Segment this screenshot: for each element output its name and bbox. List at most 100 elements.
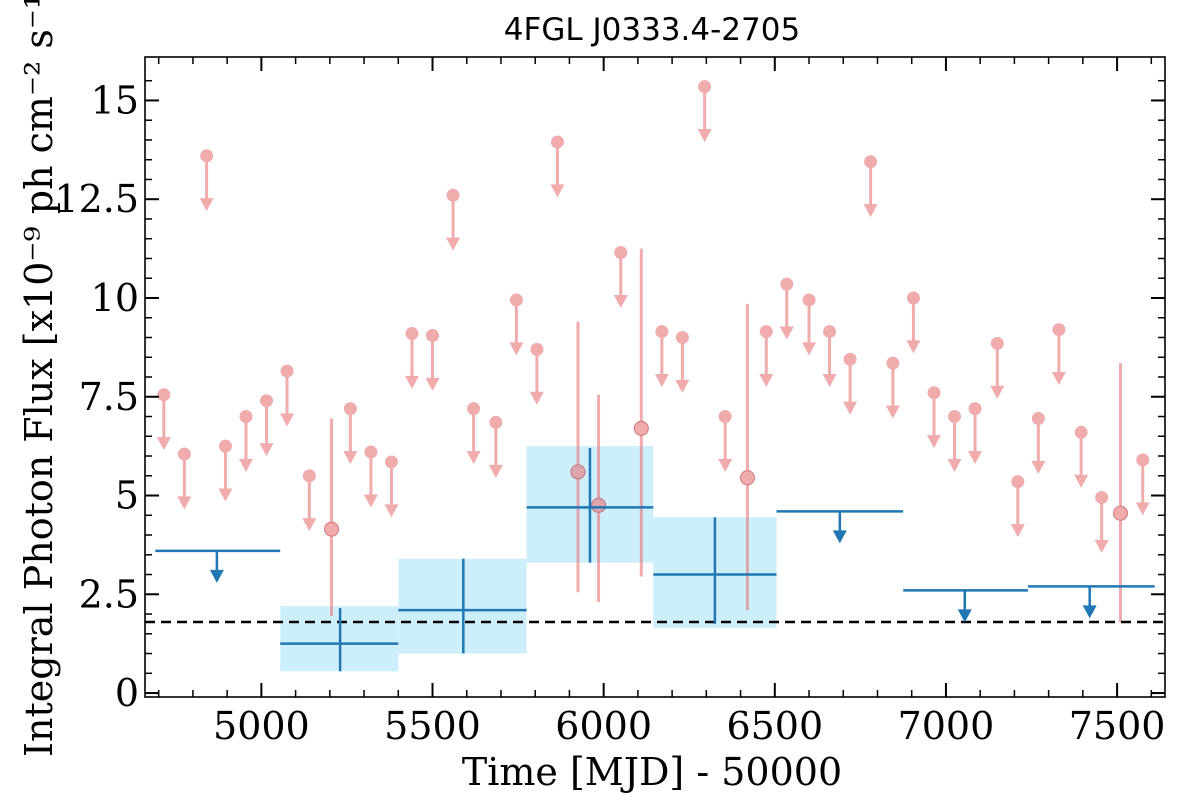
fine-upper-limit	[990, 336, 1005, 399]
x-tick-label: 5000	[213, 704, 310, 748]
fine-upper-limit-marker	[1136, 453, 1150, 467]
fine-upper-limit-arrow	[1031, 460, 1046, 474]
fine-upper-limit-arrow	[218, 488, 233, 502]
fine-upper-limit-arrow	[1010, 524, 1025, 538]
fine-upper-limit	[697, 80, 712, 143]
fine-upper-limit-arrow	[488, 464, 503, 478]
coarse-detection	[526, 448, 654, 563]
fine-upper-limit-arrow	[1074, 474, 1089, 488]
plot-content	[145, 80, 1165, 672]
fine-upper-limit	[654, 325, 669, 387]
fine-upper-limit	[906, 291, 921, 354]
fine-upper-limit-arrow	[1051, 371, 1066, 385]
fine-upper-limit-marker	[823, 325, 837, 339]
fine-upper-limit-marker	[947, 410, 961, 424]
fine-upper-limit-arrow	[863, 204, 878, 218]
coarse-upper-limit-arrow	[832, 530, 847, 544]
fine-upper-limit-marker	[990, 336, 1004, 350]
fine-upper-limit	[718, 410, 733, 472]
fine-upper-limit	[947, 410, 962, 472]
fine-upper-limit-marker	[968, 402, 982, 416]
fine-upper-limit-marker	[426, 329, 440, 343]
fine-upper-limit-marker	[759, 325, 773, 339]
fine-upper-limit	[488, 415, 503, 478]
coarse-upper-limit	[776, 510, 904, 544]
fine-upper-limit-arrow	[550, 184, 565, 198]
fine-upper-limit	[238, 410, 253, 472]
fine-upper-limit	[550, 135, 565, 198]
fine-upper-limit-arrow	[280, 413, 295, 427]
fine-upper-limit-marker	[1031, 411, 1045, 425]
fine-upper-limit-marker	[302, 469, 316, 483]
fine-upper-limit	[822, 325, 837, 387]
fine-upper-limit-arrow	[675, 379, 690, 393]
fine-upper-limit	[968, 402, 983, 464]
fine-upper-limit-arrow	[947, 458, 962, 472]
coarse-upper-limit-arrow	[957, 609, 972, 623]
fine-upper-limit-marker	[864, 155, 878, 169]
fine-upper-limit-marker	[906, 291, 920, 305]
x-tick-label: 6500	[726, 704, 823, 748]
fine-upper-limit-arrow	[529, 391, 544, 405]
fine-upper-limit-arrow	[238, 458, 253, 472]
fine-upper-limit	[1010, 475, 1025, 538]
fine-upper-limit-arrow	[779, 326, 794, 340]
fine-upper-limit	[199, 149, 214, 212]
fine-upper-limit-marker	[467, 402, 481, 416]
fine-upper-limit-arrow	[1135, 502, 1150, 516]
fine-upper-limit-arrow	[926, 435, 941, 449]
fine-upper-limit	[363, 445, 378, 508]
x-tick-label: 6000	[555, 704, 652, 748]
fine-upper-limit-marker	[1095, 490, 1109, 504]
fine-upper-limit-arrow	[697, 129, 712, 143]
x-axis-label: Time [MJD] - 50000	[462, 750, 842, 794]
fine-detection-marker	[633, 420, 649, 436]
fine-upper-limit	[613, 246, 628, 308]
coarse-detection	[280, 608, 399, 672]
fine-upper-limit	[343, 402, 358, 464]
fine-detection	[1112, 363, 1129, 622]
fine-upper-limit-arrow	[718, 458, 733, 472]
fine-upper-limit-arrow	[843, 401, 858, 415]
fine-upper-limit	[675, 330, 690, 393]
fine-upper-limit-marker	[843, 352, 857, 366]
fine-upper-limit-marker	[260, 394, 274, 408]
fine-upper-limit-arrow	[446, 237, 461, 251]
fine-detection	[633, 248, 649, 577]
fine-upper-limit	[1135, 453, 1150, 516]
fine-upper-limit	[156, 388, 171, 451]
fine-upper-limit-marker	[343, 402, 357, 416]
fine-upper-limit-arrow	[199, 198, 214, 212]
fine-upper-limit-arrow	[425, 377, 440, 391]
fine-upper-limit	[759, 325, 774, 387]
fine-detection-marker	[739, 470, 756, 486]
chart-title: 4FGL J0333.4-2705	[504, 12, 800, 48]
fine-upper-limit-arrow	[363, 494, 378, 508]
fine-detection-marker	[1112, 505, 1129, 521]
fine-upper-limit	[302, 469, 317, 532]
fine-upper-limit-arrow	[259, 443, 274, 457]
y-tick-label: 10	[91, 276, 139, 320]
fine-upper-limit-marker	[446, 188, 460, 202]
fine-detection-marker	[323, 521, 340, 537]
fine-upper-limit-arrow	[885, 405, 900, 419]
fine-upper-limit	[509, 293, 524, 356]
fine-upper-limit-marker	[1052, 323, 1066, 337]
fine-upper-limit-arrow	[509, 342, 524, 356]
y-tick-label: 2.5	[79, 572, 139, 616]
fine-upper-limit-marker	[698, 80, 712, 94]
fine-upper-limit	[259, 394, 274, 457]
fine-upper-limit-marker	[405, 327, 419, 341]
fine-upper-limit-marker	[886, 356, 900, 370]
fine-upper-limit-marker	[509, 293, 523, 307]
fine-upper-limit-arrow	[906, 340, 921, 354]
fine-upper-limit-arrow	[990, 385, 1005, 399]
y-tick-label: 7.5	[79, 375, 139, 419]
coarse-detection	[653, 517, 777, 624]
fine-upper-limit-arrow	[156, 437, 171, 451]
fine-upper-limit	[1031, 411, 1046, 474]
fine-upper-limit	[926, 386, 941, 449]
coarse-detection	[398, 558, 527, 654]
fine-upper-limit	[446, 188, 461, 251]
fine-upper-limit-marker	[200, 149, 214, 163]
